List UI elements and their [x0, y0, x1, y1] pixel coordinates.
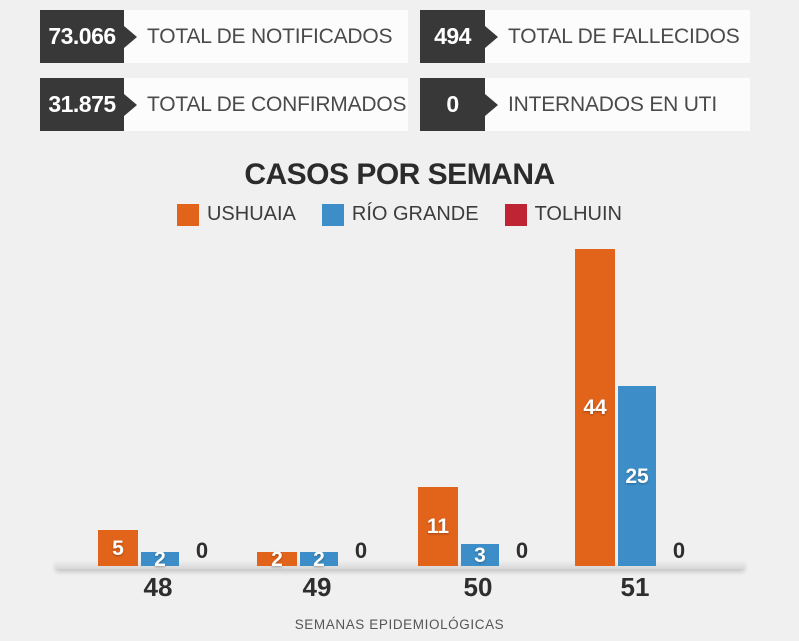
zero-value-label-tolhuin-48: 0 [195, 538, 209, 563]
bar-value-label: 44 [583, 396, 607, 419]
stat-value: 31.875 [40, 78, 124, 131]
bar-ushuaia-50: 11 [418, 487, 458, 566]
legend-swatch-icon [321, 203, 344, 226]
legend-swatch-icon [504, 203, 527, 226]
bar-value-label: 25 [625, 464, 649, 488]
x-tick-label-48: 48 [143, 572, 173, 602]
stat-label: TOTAL DE CONFIRMADOS [124, 78, 408, 131]
x-axis-title: SEMANAS EPIDEMIOLÓGICAS [294, 617, 505, 632]
stat-value: 494 [420, 10, 485, 63]
bar-value-label: 3 [474, 543, 486, 567]
stat-total-fallecidos: 494 TOTAL DE FALLECIDOS [420, 10, 750, 63]
bar-r-o-grande-49: 2 [300, 549, 338, 570]
stat-total-confirmados: 31.875 TOTAL DE CONFIRMADOS [40, 78, 408, 131]
legend-item-tolhuin: TOLHUIN [504, 203, 622, 226]
zero-value-label-tolhuin-51: 0 [672, 538, 686, 563]
bar-ushuaia-51: 44 [575, 249, 615, 566]
stat-label: TOTAL DE NOTIFICADOS [124, 10, 408, 63]
stat-internados-uti: 0 INTERNADOS EN UTI [420, 78, 750, 131]
bar-value-label: 2 [154, 547, 166, 571]
x-tick-label-50: 50 [463, 572, 493, 602]
legend-label: TOLHUIN [534, 203, 622, 225]
legend-item-ushuaia: USHUAIA [176, 203, 296, 226]
x-tick-label-49: 49 [302, 572, 332, 602]
chart-title: CASOS POR SEMANA [244, 158, 555, 191]
stat-total-notificados: 73.066 TOTAL DE NOTIFICADOS [40, 10, 408, 63]
zero-value-label-tolhuin-50: 0 [515, 538, 529, 563]
bar-ushuaia-48: 5 [98, 530, 138, 566]
legend-label: RÍO GRANDE [351, 203, 479, 225]
x-tick-label-51: 51 [620, 572, 650, 602]
stats-grid: 73.066 TOTAL DE NOTIFICADOS 494 TOTAL DE… [40, 10, 750, 131]
bar-value-label: 2 [313, 547, 325, 571]
stat-label: TOTAL DE FALLECIDOS [485, 10, 750, 63]
chart-legend: USHUAIA RÍO GRANDE TOLHUIN [0, 203, 799, 226]
bar-value-label: 11 [426, 515, 450, 538]
bar-value-label: 2 [271, 547, 283, 571]
stat-value: 73.066 [40, 10, 124, 63]
legend-label: USHUAIA [206, 203, 296, 225]
bar-ushuaia-49: 2 [257, 549, 297, 570]
stat-value: 0 [420, 78, 485, 131]
stat-label: INTERNADOS EN UTI [485, 78, 750, 131]
legend-item-r-o-grande: RÍO GRANDE [321, 203, 479, 226]
bar-value-label: 5 [112, 536, 124, 560]
bar-r-o-grande-48: 2 [141, 549, 179, 570]
zero-value-label-tolhuin-49: 0 [354, 538, 368, 563]
legend-swatch-icon [176, 203, 199, 226]
bar-r-o-grande-51: 25 [618, 386, 656, 566]
bar-r-o-grande-50: 3 [461, 544, 499, 566]
x-axis-line [55, 561, 745, 569]
